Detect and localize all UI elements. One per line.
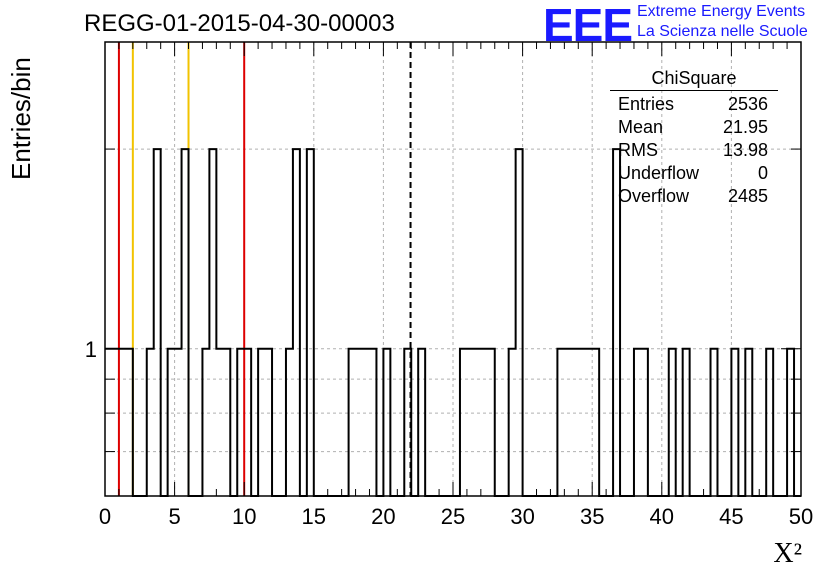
stats-key: Underflow (618, 163, 700, 183)
stats-title: ChiSquare (610, 66, 778, 91)
x-tick-label: 20 (371, 504, 395, 529)
x-tick-label: 50 (789, 504, 813, 529)
stats-value: 0 (757, 163, 768, 183)
stats-value: 2536 (727, 94, 768, 114)
stats-key: Mean (618, 117, 664, 137)
chart-title: REGG-01-2015-04-30-00003 (84, 10, 395, 37)
x-tick-label: 10 (232, 504, 256, 529)
stats-row-overflow: Overflow 2485 (610, 185, 778, 208)
x-tick-labels: 0 5 10 15 20 25 30 35 40 45 50 (99, 504, 813, 529)
x-tick-label: 40 (650, 504, 674, 529)
x-tick-label: 15 (302, 504, 326, 529)
x-tick-label: 35 (580, 504, 604, 529)
stats-value: 21.95 (722, 117, 768, 137)
y-tick-labels: 1 (85, 337, 97, 362)
logo-line-2: La Scienza nelle Scuole (637, 23, 808, 40)
eee-logo: EEE (543, 0, 633, 51)
x-tick-label: 5 (168, 504, 180, 529)
y-axis-label: Entries/bin (6, 57, 36, 180)
stats-key: Overflow (618, 186, 690, 206)
stats-key: Entries (618, 94, 675, 114)
x-tick-label: 30 (510, 504, 534, 529)
y-tick-label: 1 (85, 337, 97, 362)
stats-row-entries: Entries 2536 (610, 93, 778, 116)
stats-key: RMS (618, 140, 658, 160)
stats-box: ChiSquare Entries 2536 Mean 21.95 RMS 13… (610, 66, 778, 208)
stats-value: 2485 (727, 186, 768, 206)
stats-row-rms: RMS 13.98 (610, 139, 778, 162)
x-tick-label: 25 (441, 504, 465, 529)
x-tick-label: 0 (99, 504, 111, 529)
stats-row-underflow: Underflow 0 (610, 162, 778, 185)
axis-ticks (104, 42, 802, 497)
x-tick-label: 45 (719, 504, 743, 529)
x-axis-label: X² (773, 538, 802, 569)
stats-row-mean: Mean 21.95 (610, 116, 778, 139)
vertical-marker-lines (117, 42, 412, 496)
logo-line-1: Extreme Energy Events (637, 3, 806, 20)
stats-value: 13.98 (722, 140, 768, 160)
